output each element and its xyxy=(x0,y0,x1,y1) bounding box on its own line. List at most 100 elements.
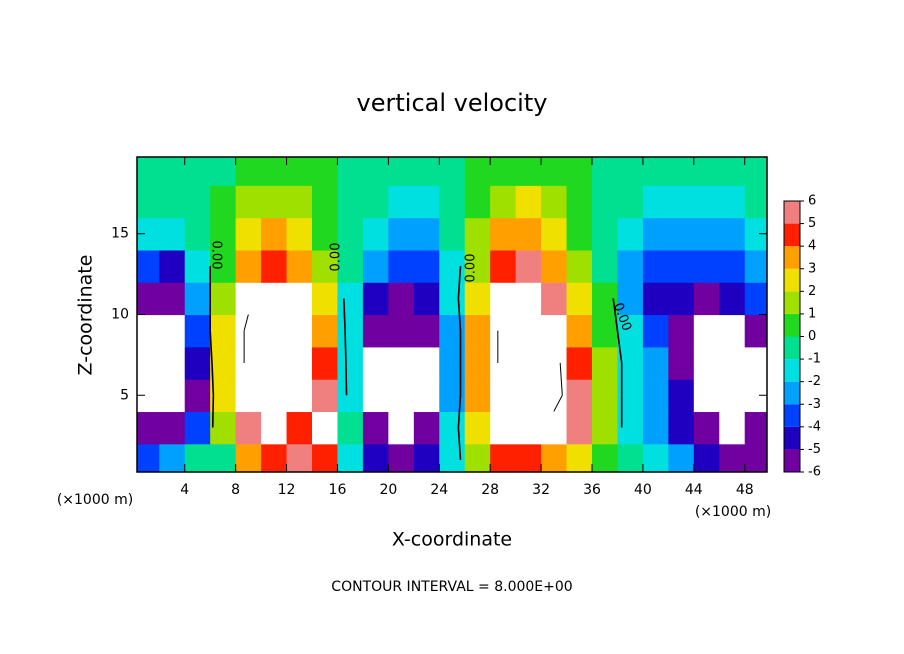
field-cell xyxy=(439,411,466,445)
field-cell xyxy=(413,217,440,251)
field-cell xyxy=(286,443,313,472)
field-cell xyxy=(362,379,389,413)
field-cell xyxy=(439,157,466,186)
field-cell xyxy=(490,249,517,283)
colorbar-tick-label: 5 xyxy=(808,216,816,231)
contour-line xyxy=(457,265,462,299)
field-cell xyxy=(286,411,313,445)
field-cell xyxy=(642,282,669,316)
field-cell xyxy=(210,314,237,348)
field-cell xyxy=(668,217,695,251)
field-cell xyxy=(668,157,695,186)
field-cell xyxy=(719,411,746,445)
field-cell xyxy=(719,379,746,413)
field-cell xyxy=(413,314,440,348)
contour-interval: CONTOUR INTERVAL = 8.000E+00 xyxy=(331,579,572,595)
field-cell xyxy=(515,379,542,413)
field-cell xyxy=(693,282,720,316)
field-cell xyxy=(439,185,466,219)
colorbar-tick-label: 3 xyxy=(808,261,816,276)
field-cell xyxy=(642,185,669,219)
field-cell xyxy=(744,249,767,283)
field-cell xyxy=(592,443,619,472)
field-cell xyxy=(137,157,160,186)
field-cell xyxy=(388,157,415,186)
x-tick-label: 8 xyxy=(231,482,240,498)
field-cell xyxy=(566,314,593,348)
field-cell xyxy=(235,217,262,251)
field-cell xyxy=(668,443,695,472)
field-cell xyxy=(515,157,542,186)
colorbar-segment xyxy=(784,268,800,292)
field-cell xyxy=(184,157,211,186)
field-cell xyxy=(566,157,593,186)
field-cell xyxy=(261,411,288,445)
plot-frame xyxy=(136,156,768,473)
field-cell xyxy=(668,249,695,283)
field-cell xyxy=(490,282,517,316)
field-cell xyxy=(388,411,415,445)
field-cell xyxy=(413,282,440,316)
field-cell xyxy=(668,282,695,316)
field-cell xyxy=(159,217,186,251)
field-cell xyxy=(617,443,644,472)
field-cell xyxy=(210,217,237,251)
field-cell xyxy=(541,217,568,251)
field-cell xyxy=(439,346,466,380)
field-cell xyxy=(464,379,491,413)
field-cell xyxy=(541,157,568,186)
x-axis-label: X-coordinate xyxy=(392,529,512,551)
contour-line xyxy=(243,314,249,331)
field-cell xyxy=(490,346,517,380)
field-cell xyxy=(184,346,211,380)
colorbar-segment xyxy=(784,291,800,314)
field-cell xyxy=(693,157,720,186)
field-cell xyxy=(642,249,669,283)
contour-line xyxy=(553,395,563,412)
field-cell xyxy=(642,314,669,348)
field-cell xyxy=(719,217,746,251)
colorbar-tick-label: -3 xyxy=(808,397,821,412)
field-cell xyxy=(464,185,491,219)
colorbar-segment xyxy=(784,201,800,224)
field-cell xyxy=(210,282,237,316)
field-cell xyxy=(362,249,389,283)
field-cell xyxy=(464,157,491,186)
field-cell xyxy=(159,346,186,380)
y-tick-label: 5 xyxy=(120,387,129,403)
field-cell xyxy=(337,411,364,445)
field-cell xyxy=(184,314,211,348)
field-cell xyxy=(337,346,364,380)
field-cell xyxy=(541,282,568,316)
field-cell xyxy=(719,185,746,219)
field-cell xyxy=(388,217,415,251)
field-cell xyxy=(312,379,339,413)
field-cell xyxy=(642,157,669,186)
field-cell xyxy=(566,217,593,251)
field-cell xyxy=(388,314,415,348)
field-cell xyxy=(388,379,415,413)
field-cell xyxy=(464,314,491,348)
field-cell xyxy=(668,379,695,413)
field-cell xyxy=(719,157,746,186)
field-cell xyxy=(261,443,288,472)
field-cell xyxy=(235,379,262,413)
x-tick-label: 48 xyxy=(736,482,754,498)
field-cell xyxy=(235,185,262,219)
field-cell xyxy=(312,346,339,380)
field-cell xyxy=(490,157,517,186)
field-cell xyxy=(490,411,517,445)
colorbar-tick-label: -2 xyxy=(808,374,821,389)
field-cell xyxy=(668,185,695,219)
field-cell xyxy=(235,282,262,316)
field-cell xyxy=(668,411,695,445)
field-cell xyxy=(337,443,364,472)
field-cell xyxy=(592,249,619,283)
field-cell xyxy=(235,157,262,186)
field-cell xyxy=(592,217,619,251)
field-cell xyxy=(515,411,542,445)
field-cell xyxy=(668,346,695,380)
field-cell xyxy=(286,379,313,413)
field-cell xyxy=(337,157,364,186)
field-cell xyxy=(159,282,186,316)
